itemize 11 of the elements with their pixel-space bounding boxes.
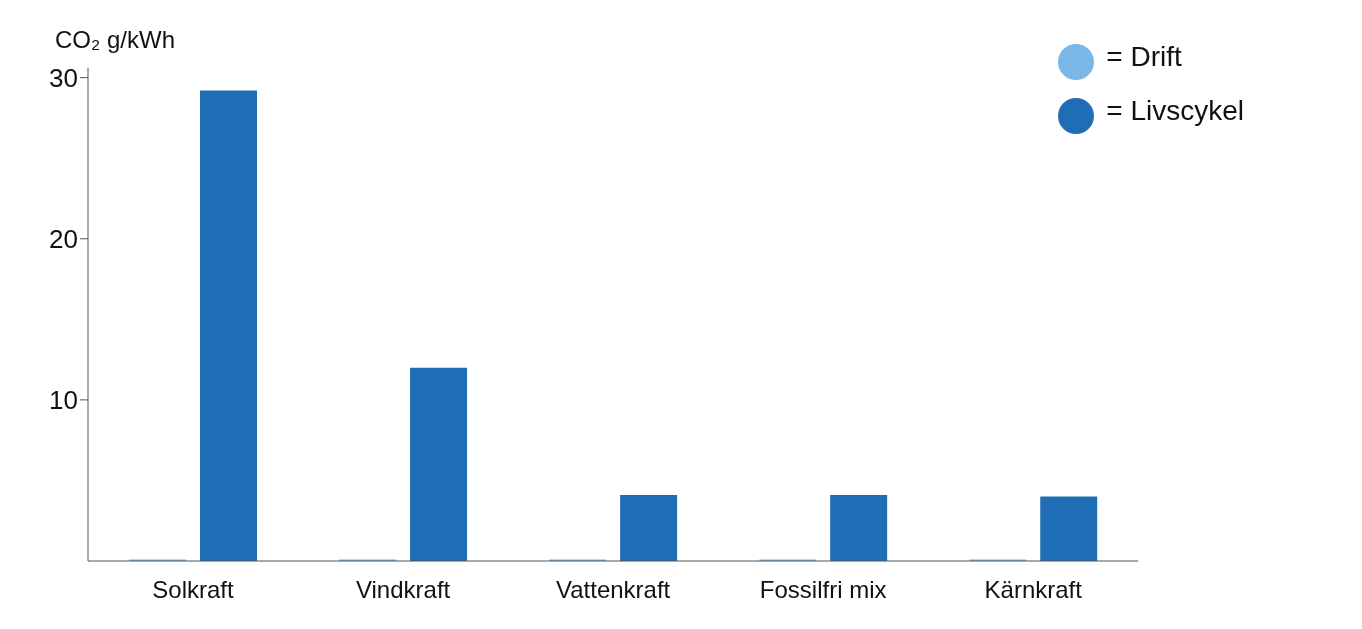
x-tick-label: Vattenkraft <box>556 576 671 604</box>
y-axis-title: CO₂ g/kWh <box>55 26 175 53</box>
y-tick-label: 30 <box>49 62 78 93</box>
y-tick-label: 10 <box>49 385 78 416</box>
legend-label: = Livscykel <box>1106 95 1244 126</box>
x-tick-label: Solkraft <box>152 576 235 604</box>
legend-label: = Drift <box>1106 41 1182 72</box>
x-tick-label: Fossilfri mix <box>759 576 887 604</box>
x-tick-label: Kärnkraft <box>984 576 1083 604</box>
y-tick-label: 20 <box>49 224 78 255</box>
x-tick-label: Vindkraft <box>355 576 451 604</box>
